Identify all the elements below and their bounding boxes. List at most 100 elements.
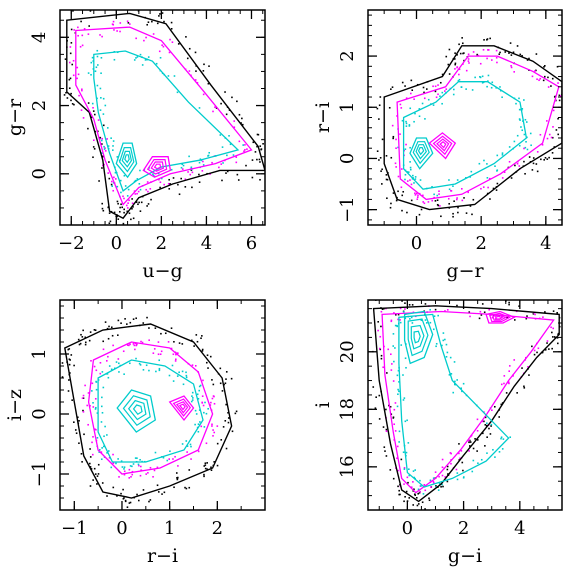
- scatter-point: [374, 407, 377, 409]
- scatter-point: [441, 91, 444, 94]
- scatter-point: [380, 357, 383, 360]
- scatter-point: [454, 68, 456, 70]
- scatter-point: [438, 475, 440, 478]
- scatter-point: [118, 371, 120, 373]
- scatter-point: [205, 442, 208, 445]
- scatter-point: [398, 489, 400, 492]
- scatter-point: [397, 469, 399, 472]
- scatter-point: [460, 86, 463, 88]
- scatter-point: [148, 369, 150, 372]
- scatter-point: [203, 426, 206, 428]
- scatter-point: [92, 401, 94, 404]
- scatter-point: [381, 183, 383, 185]
- scatter-point: [483, 420, 485, 423]
- scatter-point: [238, 113, 241, 116]
- y-tick-label: 0: [29, 168, 50, 179]
- scatter-point: [112, 453, 114, 456]
- scatter-point: [181, 370, 184, 373]
- scatter-point: [553, 336, 556, 338]
- core-contour-ring: [121, 150, 133, 168]
- scatter-point: [226, 154, 228, 157]
- scatter-point: [148, 500, 150, 503]
- scatter-point: [190, 445, 192, 448]
- scatter-point: [526, 315, 528, 317]
- scatter-point: [236, 173, 239, 176]
- scatter-point: [130, 218, 132, 221]
- scatter-point: [508, 146, 511, 148]
- scatter-point: [503, 375, 506, 377]
- scatter-point: [397, 485, 399, 488]
- scatter-point: [468, 441, 470, 444]
- scatter-point: [483, 159, 485, 162]
- scatter-point: [227, 421, 230, 424]
- scatter-point: [182, 164, 185, 167]
- scatter-point: [159, 56, 162, 59]
- scatter-point: [201, 348, 204, 351]
- scatter-point: [108, 365, 111, 367]
- scatter-point: [515, 102, 517, 105]
- scatter-point: [168, 458, 171, 460]
- scatter-point: [376, 150, 379, 153]
- y-tick-label: −1: [29, 461, 50, 488]
- scatter-point: [414, 112, 416, 115]
- scatter-point: [111, 180, 113, 183]
- core-contour-ring: [127, 399, 147, 421]
- core-contour-ring: [492, 314, 507, 321]
- scatter-point: [197, 450, 200, 453]
- core-contour-ring: [410, 324, 425, 350]
- x-tick-label: 1: [164, 518, 175, 539]
- scatter-point: [77, 416, 79, 419]
- scatter-point: [123, 466, 126, 468]
- scatter-point: [440, 485, 442, 488]
- scatter-point: [82, 117, 85, 119]
- scatter-point: [154, 327, 157, 329]
- scatter-point: [78, 94, 80, 97]
- scatter-point: [182, 383, 185, 386]
- scatter-point: [202, 70, 205, 72]
- scatter-point: [413, 476, 416, 479]
- scatter-point: [404, 317, 407, 320]
- scatter-point: [424, 508, 426, 510]
- scatter-point: [403, 311, 405, 313]
- scatter-point: [110, 183, 113, 186]
- scatter-point: [532, 313, 535, 315]
- scatter-point: [406, 476, 409, 479]
- scatter-point: [139, 458, 141, 461]
- core-contour-ring: [178, 403, 186, 411]
- scatter-point: [177, 183, 179, 186]
- scatter-point: [141, 64, 144, 66]
- scatter-point: [406, 211, 408, 214]
- scatter-point: [457, 211, 459, 214]
- scatter-point: [184, 486, 186, 489]
- scatter-point: [159, 186, 161, 189]
- scatter-point: [100, 152, 103, 154]
- scatter-point: [461, 390, 463, 393]
- scatter-point: [414, 178, 417, 180]
- scatter-point: [185, 376, 188, 379]
- scatter-point: [432, 85, 434, 88]
- scatter-point: [69, 52, 72, 55]
- scatter-point: [380, 310, 383, 313]
- scatter-point: [209, 355, 212, 358]
- scatter-point: [499, 86, 501, 88]
- scatter-point: [518, 118, 521, 120]
- scatter-point: [148, 339, 150, 341]
- scatter-point: [397, 369, 400, 372]
- scatter-point: [139, 364, 142, 366]
- scatter-point: [91, 382, 94, 385]
- scatter-point: [458, 452, 460, 455]
- scatter-point: [405, 122, 408, 125]
- scatter-point: [516, 392, 518, 394]
- scatter-point: [386, 197, 388, 200]
- scatter-point: [201, 170, 204, 172]
- scatter-point: [228, 135, 230, 137]
- scatter-point: [444, 90, 446, 92]
- scatter-point: [539, 133, 542, 136]
- y-axis-label: i: [312, 402, 334, 408]
- scatter-point: [190, 400, 193, 403]
- scatter-point: [468, 62, 470, 64]
- scatter-point: [90, 468, 93, 470]
- scatter-point: [385, 174, 388, 176]
- scatter-point: [558, 99, 561, 102]
- scatter-point: [120, 203, 122, 206]
